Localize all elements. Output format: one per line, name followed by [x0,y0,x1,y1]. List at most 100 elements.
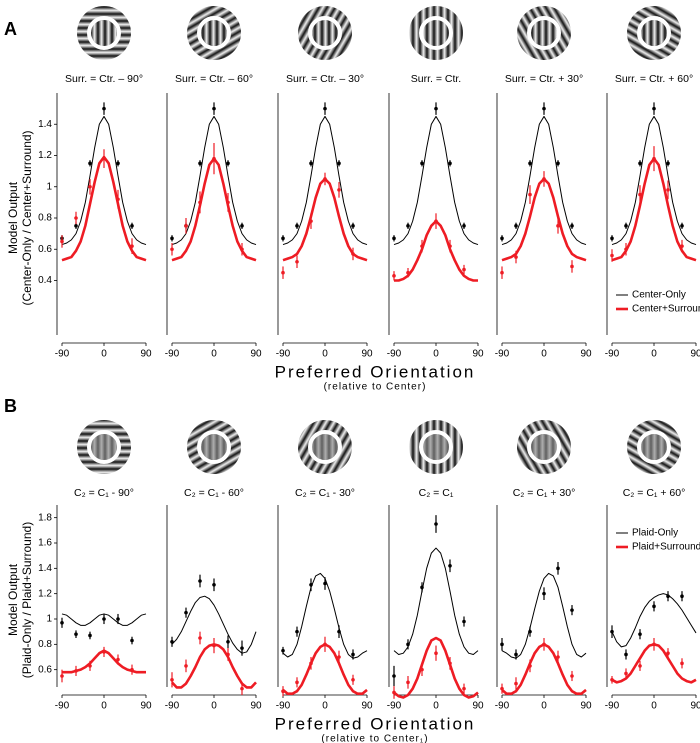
data-point [198,200,202,205]
panel-title: Surr. = Ctr. + 30° [505,73,583,85]
x-axis-label: Preferred Orientation [275,714,476,733]
data-point [337,629,341,634]
legend-label: Center+Surround [632,304,700,315]
data-point [212,583,216,587]
data-point [462,224,466,228]
data-point [323,642,327,647]
icon-ring [308,16,342,50]
data-point [240,224,244,228]
data-point [184,224,188,228]
data-point [88,664,92,668]
data-point [170,678,174,682]
y-axis-label: Model Output [6,181,20,254]
x-tick-label: -90 [387,349,402,360]
data-point [102,650,106,654]
data-point [281,648,285,653]
x-axis-sublabel: (relative to Center) [324,382,427,393]
x-tick-label: -90 [165,349,180,360]
panel-title: C₂ = C₁ - 90° [74,487,134,499]
icon-center [312,20,338,46]
y-tick-label: 1.6 [38,538,52,549]
data-point [240,646,244,650]
data-point [500,642,504,647]
y-axis-label: Model Output [6,563,20,636]
data-point [514,255,518,259]
data-point [130,638,134,643]
stimulus-icon [77,6,131,60]
data-point [448,244,452,248]
icon-center [641,20,667,46]
x-tick-label: 0 [322,701,328,712]
icon-ring [419,430,453,464]
x-axis-sublabel: (relative to Center₁) [321,734,428,743]
icon-center-plaid [91,434,117,460]
data-point [420,161,424,166]
data-point [170,640,174,644]
x-tick-label: -90 [605,701,620,712]
data-point [116,197,120,202]
data-point [88,161,92,166]
x-tick-label: 90 [250,349,262,360]
fit-curve [61,613,147,626]
data-point [184,664,188,668]
x-tick-label: 90 [361,349,373,360]
x-tick-label: 0 [101,701,107,712]
data-point [295,680,299,685]
data-point [295,224,299,228]
data-point [212,106,216,111]
panel-title: C₂ = C₁ - 60° [184,487,244,499]
data-point [130,224,134,228]
data-point [102,106,106,111]
x-tick-label: 90 [140,349,152,360]
data-point [392,690,396,695]
fit-curve [393,636,479,699]
y-axis-label: (Plaid-Only / Plaid+Surround) [20,522,34,678]
data-point [528,192,532,197]
stimulus-icon [187,420,241,474]
x-tick-label: 90 [580,349,592,360]
data-point [556,161,560,166]
data-point [74,632,78,636]
data-point [240,686,244,691]
x-tick-label: 90 [250,701,262,712]
data-point [514,224,518,228]
y-tick-label: 1 [46,614,52,625]
data-point [130,667,134,672]
legend-label: Plaid-Only [632,528,678,539]
y-tick-label: 0.6 [38,664,52,675]
data-point [116,161,120,166]
data-point [528,664,532,668]
icon-center [531,20,557,46]
icon-center-plaid [641,434,667,460]
data-point [351,252,355,256]
data-point [198,579,202,583]
icon-ring [197,16,231,50]
data-point [116,617,120,621]
data-point [240,247,244,252]
data-point [500,686,504,691]
data-point [170,247,174,252]
panel-label: B [4,396,17,416]
stimulus-icon [298,6,352,60]
icon-center-plaid [423,434,449,460]
fit-curve [501,177,587,262]
y-tick-label: 1 [46,181,52,192]
data-point [652,604,656,609]
icon-ring [87,16,121,50]
fit-curve [501,643,587,696]
data-point [666,651,670,655]
data-point [351,224,355,228]
stimulus-icon [627,6,681,60]
panel-title: C₂ = C₁ [419,487,454,499]
icon-ring [637,16,671,50]
data-point [184,610,188,615]
y-axis-label: (Center-Only / Center+Surround) [20,130,34,305]
x-tick-label: 0 [433,701,439,712]
panel-title: Surr. = Ctr. + 60° [615,73,693,85]
data-point [666,188,670,192]
y-tick-label: 1.8 [38,512,52,523]
panel-title: C₂ = C₁ + 30° [513,487,576,499]
data-point [281,689,285,693]
y-tick-label: 1.2 [38,588,52,599]
x-tick-label: 0 [541,349,547,360]
